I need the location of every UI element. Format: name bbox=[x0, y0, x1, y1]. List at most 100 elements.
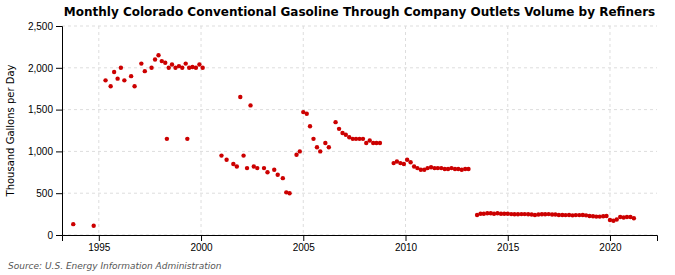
point bbox=[323, 141, 327, 145]
x-grid-line bbox=[98, 26, 99, 235]
point bbox=[241, 153, 245, 157]
point bbox=[378, 141, 382, 145]
x-tick: 2020 bbox=[599, 235, 622, 253]
point bbox=[298, 149, 302, 153]
y-tick-mark bbox=[56, 68, 62, 69]
y-tick-label: 2,000 bbox=[28, 63, 53, 74]
x-tick: 2005 bbox=[293, 235, 316, 253]
grid bbox=[62, 26, 657, 235]
y-tick-mark bbox=[56, 151, 62, 152]
point bbox=[200, 66, 204, 70]
point bbox=[305, 112, 309, 116]
point bbox=[276, 173, 280, 177]
x-grid-line bbox=[507, 26, 508, 235]
annotation: Source: U.S. Energy Information Administ… bbox=[8, 261, 222, 271]
point bbox=[224, 158, 228, 162]
point bbox=[287, 191, 291, 195]
x-tick-label: 2015 bbox=[497, 242, 520, 253]
y-tick-mark bbox=[56, 110, 62, 111]
x-tick-label: 2000 bbox=[190, 242, 213, 253]
point bbox=[238, 95, 242, 99]
point bbox=[71, 222, 75, 226]
point bbox=[632, 216, 636, 220]
point bbox=[143, 69, 147, 73]
point bbox=[115, 76, 119, 80]
point bbox=[294, 153, 298, 157]
point bbox=[262, 166, 266, 170]
x-tick: 2000 bbox=[190, 235, 213, 253]
y-tick-mark bbox=[56, 193, 62, 194]
x-tick-mark bbox=[610, 235, 611, 241]
point bbox=[281, 176, 285, 180]
y-tick-mark bbox=[56, 235, 62, 236]
y-tick: 0 bbox=[47, 230, 62, 241]
point bbox=[163, 61, 167, 65]
x-tick: 2010 bbox=[395, 235, 418, 253]
y-tick-label: 1,000 bbox=[28, 146, 53, 157]
point bbox=[194, 66, 198, 70]
y-axis-line bbox=[56, 27, 63, 236]
point bbox=[139, 61, 143, 65]
point bbox=[132, 84, 136, 88]
point bbox=[122, 78, 126, 82]
points bbox=[71, 53, 636, 228]
point bbox=[119, 66, 123, 70]
y-tick: 2,500 bbox=[28, 21, 62, 32]
x-grid-line bbox=[303, 26, 304, 235]
point bbox=[318, 149, 322, 153]
point bbox=[265, 170, 269, 174]
point bbox=[361, 137, 365, 141]
x-tick-mark bbox=[201, 235, 202, 241]
y-tick: 1,000 bbox=[28, 146, 62, 157]
x-axis-line bbox=[63, 236, 658, 242]
x-grid-line bbox=[609, 26, 610, 235]
x-tick: 1995 bbox=[88, 235, 111, 253]
y-tick-mark bbox=[56, 26, 62, 27]
x-grid-line bbox=[405, 26, 406, 235]
x-tick-label: 2005 bbox=[293, 242, 316, 253]
point bbox=[170, 62, 174, 66]
point bbox=[315, 145, 319, 149]
point bbox=[327, 145, 331, 149]
point bbox=[129, 74, 133, 78]
x-tick-label: 1995 bbox=[88, 242, 111, 253]
point bbox=[308, 124, 312, 128]
point bbox=[311, 137, 315, 141]
y-tick-label: 1,500 bbox=[28, 104, 53, 115]
point bbox=[333, 120, 337, 124]
y-tick: 2,000 bbox=[28, 63, 62, 74]
point bbox=[108, 84, 112, 88]
point bbox=[197, 62, 201, 66]
point bbox=[248, 103, 252, 107]
x-tick-label: 2020 bbox=[599, 242, 622, 253]
point bbox=[402, 162, 406, 166]
point bbox=[604, 214, 608, 218]
y-tick-label: 2,500 bbox=[28, 21, 53, 32]
y-axis-title: Thousand Gallons per Day bbox=[5, 64, 16, 197]
point bbox=[167, 66, 171, 70]
point bbox=[112, 70, 116, 74]
point bbox=[235, 164, 239, 168]
point bbox=[408, 160, 412, 164]
point bbox=[91, 224, 95, 228]
y-grid-line bbox=[62, 109, 657, 110]
point bbox=[245, 166, 249, 170]
x-tick-mark bbox=[508, 235, 509, 241]
x-axis: 1995 2000 2005 2010 2015 2020 bbox=[63, 235, 658, 253]
y-grid-line bbox=[62, 193, 657, 194]
title: Monthly Colorado Conventional Gasoline T… bbox=[64, 5, 655, 19]
x-tick: 2015 bbox=[497, 235, 520, 253]
x-tick-mark bbox=[303, 235, 304, 241]
y-axis: 0 500 1,000 1,500 2,000 2,500 bbox=[28, 21, 63, 241]
y-grid-line bbox=[62, 26, 657, 27]
point bbox=[337, 127, 341, 131]
point bbox=[103, 78, 107, 82]
y-grid-line bbox=[62, 151, 657, 152]
y-tick-label: 500 bbox=[36, 188, 53, 199]
point bbox=[219, 153, 223, 157]
chart: 1995 2000 2005 2010 2015 2020 0 500 1,000 1,500 2,… bbox=[0, 0, 675, 275]
point bbox=[149, 66, 153, 70]
y-tick: 1,500 bbox=[28, 104, 62, 115]
point bbox=[180, 66, 184, 70]
point bbox=[255, 166, 259, 170]
